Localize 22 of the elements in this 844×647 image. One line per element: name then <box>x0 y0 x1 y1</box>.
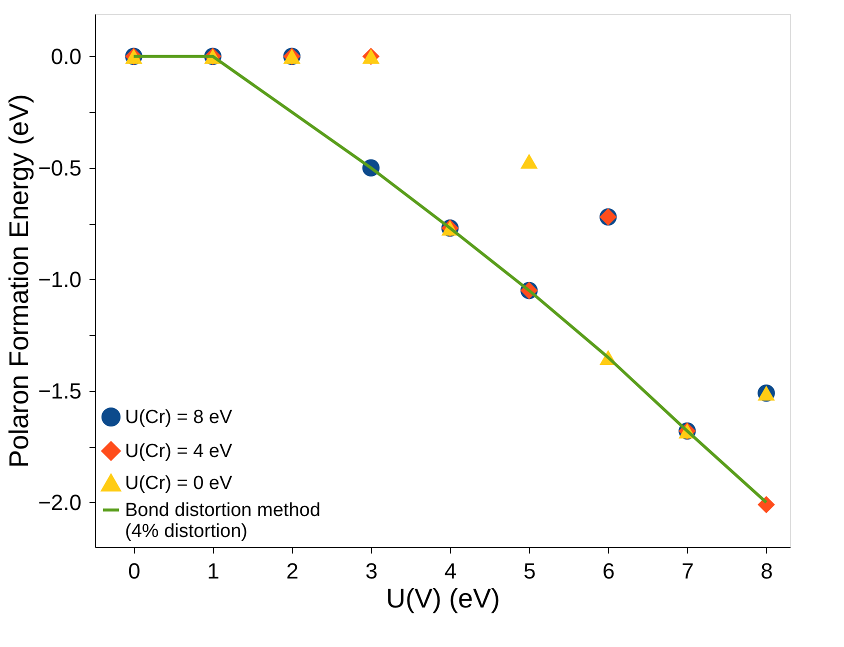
x-tick-label: 5 <box>523 558 536 584</box>
x-tick-label: 7 <box>682 558 694 584</box>
y-tick-label: −2.0 <box>38 490 82 515</box>
y-tick-label: −1.0 <box>38 266 82 292</box>
x-tick-label: 6 <box>602 558 615 584</box>
y-tick-label: −1.5 <box>38 378 82 404</box>
point <box>520 154 538 169</box>
legend-label: U(Cr) = 0 eV <box>125 473 232 494</box>
legend-label: Bond distortion method (4% distortion) <box>125 500 320 542</box>
x-tick-label: 4 <box>444 558 457 584</box>
point <box>758 496 775 514</box>
y-tick-label: 0.0 <box>50 44 82 69</box>
x-tick-label: 8 <box>760 558 773 584</box>
x-axis-title: U(V) (eV) <box>386 584 500 614</box>
x-tick-label: 3 <box>365 558 378 584</box>
x-tick-label: 0 <box>128 558 140 584</box>
legend-label: U(Cr) = 4 eV <box>125 441 232 462</box>
legend-label: U(Cr) = 8 eV <box>125 407 232 428</box>
x-tick-label: 2 <box>286 558 298 584</box>
y-axis-title: Polaron Formation Energy (eV) <box>4 94 34 468</box>
x-tick-label: 1 <box>207 558 220 584</box>
y-tick-label: −0.5 <box>38 155 82 180</box>
